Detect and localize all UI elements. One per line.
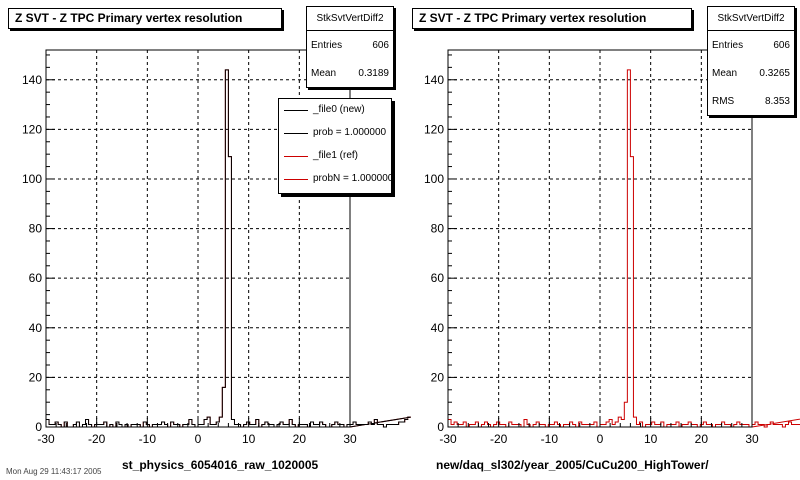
legend-box: _file0 (new) prob = 1.000000 _file1 (ref…: [278, 98, 392, 194]
histogram-series: [447, 69, 800, 428]
histogram-pad-left: -30 -20 -10 0 10 20 30 0 20 40 60 80 100 120 140: [22, 49, 411, 446]
legend-line-black: [284, 133, 308, 134]
stats-value: 606: [773, 39, 790, 51]
stats-row-entries: Entries 606: [708, 31, 794, 59]
x-tick-label: 10: [242, 432, 256, 446]
legend-line-red: [284, 179, 308, 180]
chart-title-right: Z SVT - Z TPC Primary vertex resolution: [412, 8, 692, 29]
x-tick-label: 30: [745, 432, 759, 446]
chart-title-right-text: Z SVT - Z TPC Primary vertex resolution: [419, 11, 647, 25]
y-tick-label: 120: [424, 122, 444, 136]
y-tick-label: 0: [35, 420, 42, 434]
legend-entry: prob = 1.000000: [279, 122, 391, 145]
stats-row-rms: RMS 8.353: [708, 87, 794, 115]
y-tick-label: 40: [431, 321, 445, 335]
chart-title-left-text: Z SVT - Z TPC Primary vertex resolution: [15, 11, 243, 25]
legend-label: prob = 1.000000: [313, 127, 387, 138]
x-tick-label: -30: [37, 432, 55, 446]
stats-value: 606: [372, 39, 389, 51]
legend-entry: _file0 (new): [279, 99, 391, 122]
legend-label: probN = 1.000000: [313, 173, 392, 184]
x-tick-label: 20: [695, 432, 709, 446]
x-axis-title-right: new/daq_sl302/year_2005/CuCu200_HighTowe…: [436, 458, 709, 472]
x-tick-label: 20: [293, 432, 307, 446]
stats-label: RMS: [712, 95, 735, 107]
stats-row-entries: Entries 606: [307, 31, 393, 59]
x-tick-label: -30: [439, 432, 457, 446]
stats-label: Mean: [712, 67, 738, 79]
stats-box-right: StkSvtVertDiff2 Entries 606 Mean 0.3265 …: [707, 6, 795, 116]
y-tick-label: 100: [424, 172, 444, 186]
stats-value: 0.3189: [358, 67, 389, 79]
x-tick-label: -10: [541, 432, 559, 446]
stats-value: 0.3265: [759, 67, 790, 79]
y-tick-label: 0: [437, 420, 444, 434]
legend-label: _file0 (new): [313, 104, 365, 115]
y-tick-label: 80: [29, 222, 43, 236]
stats-box-right-name: StkSvtVertDiff2: [708, 7, 794, 31]
legend-entry: _file1 (ref): [279, 145, 391, 168]
x-tick-label: 0: [597, 432, 604, 446]
timestamp-footer: Mon Aug 29 11:43:17 2005: [6, 467, 102, 476]
stats-row-mean: Mean 0.3189: [307, 59, 393, 87]
y-tick-label: 20: [29, 370, 43, 384]
legend-label: _file1 (ref): [313, 150, 359, 161]
y-tick-label: 60: [29, 271, 43, 285]
y-tick-label: 80: [431, 222, 445, 236]
x-tick-label: 10: [644, 432, 658, 446]
y-tick-label: 140: [424, 73, 444, 87]
x-tick-label: -10: [139, 432, 157, 446]
y-tick-label: 60: [431, 271, 445, 285]
legend-entry: probN = 1.000000: [279, 168, 391, 191]
y-tick-label: 40: [29, 321, 43, 335]
legend-line-black: [284, 110, 308, 111]
x-tick-label: -20: [88, 432, 106, 446]
y-tick-label: 20: [431, 370, 445, 384]
x-axis-title-left: st_physics_6054016_raw_1020005: [122, 458, 319, 472]
x-tick-label: -20: [490, 432, 508, 446]
y-tick-label: 100: [22, 172, 42, 186]
legend-line-red: [284, 156, 308, 157]
stats-box-left: StkSvtVertDiff2 Entries 606 Mean 0.3189: [306, 6, 394, 88]
y-tick-label: 140: [22, 73, 42, 87]
stats-value: 8.353: [764, 95, 790, 107]
x-tick-label: 0: [195, 432, 202, 446]
x-tick-label: 30: [343, 432, 357, 446]
stats-row-mean: Mean 0.3265: [708, 59, 794, 87]
stats-label: Mean: [311, 67, 337, 79]
stats-label: Entries: [311, 39, 343, 51]
histogram-pad-right: -30 -20 -10 0 10 20 30 0 20 40 60 80 100 120 140: [424, 49, 800, 446]
y-tick-label: 120: [22, 122, 42, 136]
chart-title-left: Z SVT - Z TPC Primary vertex resolution: [8, 8, 282, 29]
stats-box-left-name: StkSvtVertDiff2: [307, 7, 393, 31]
stats-label: Entries: [712, 39, 744, 51]
